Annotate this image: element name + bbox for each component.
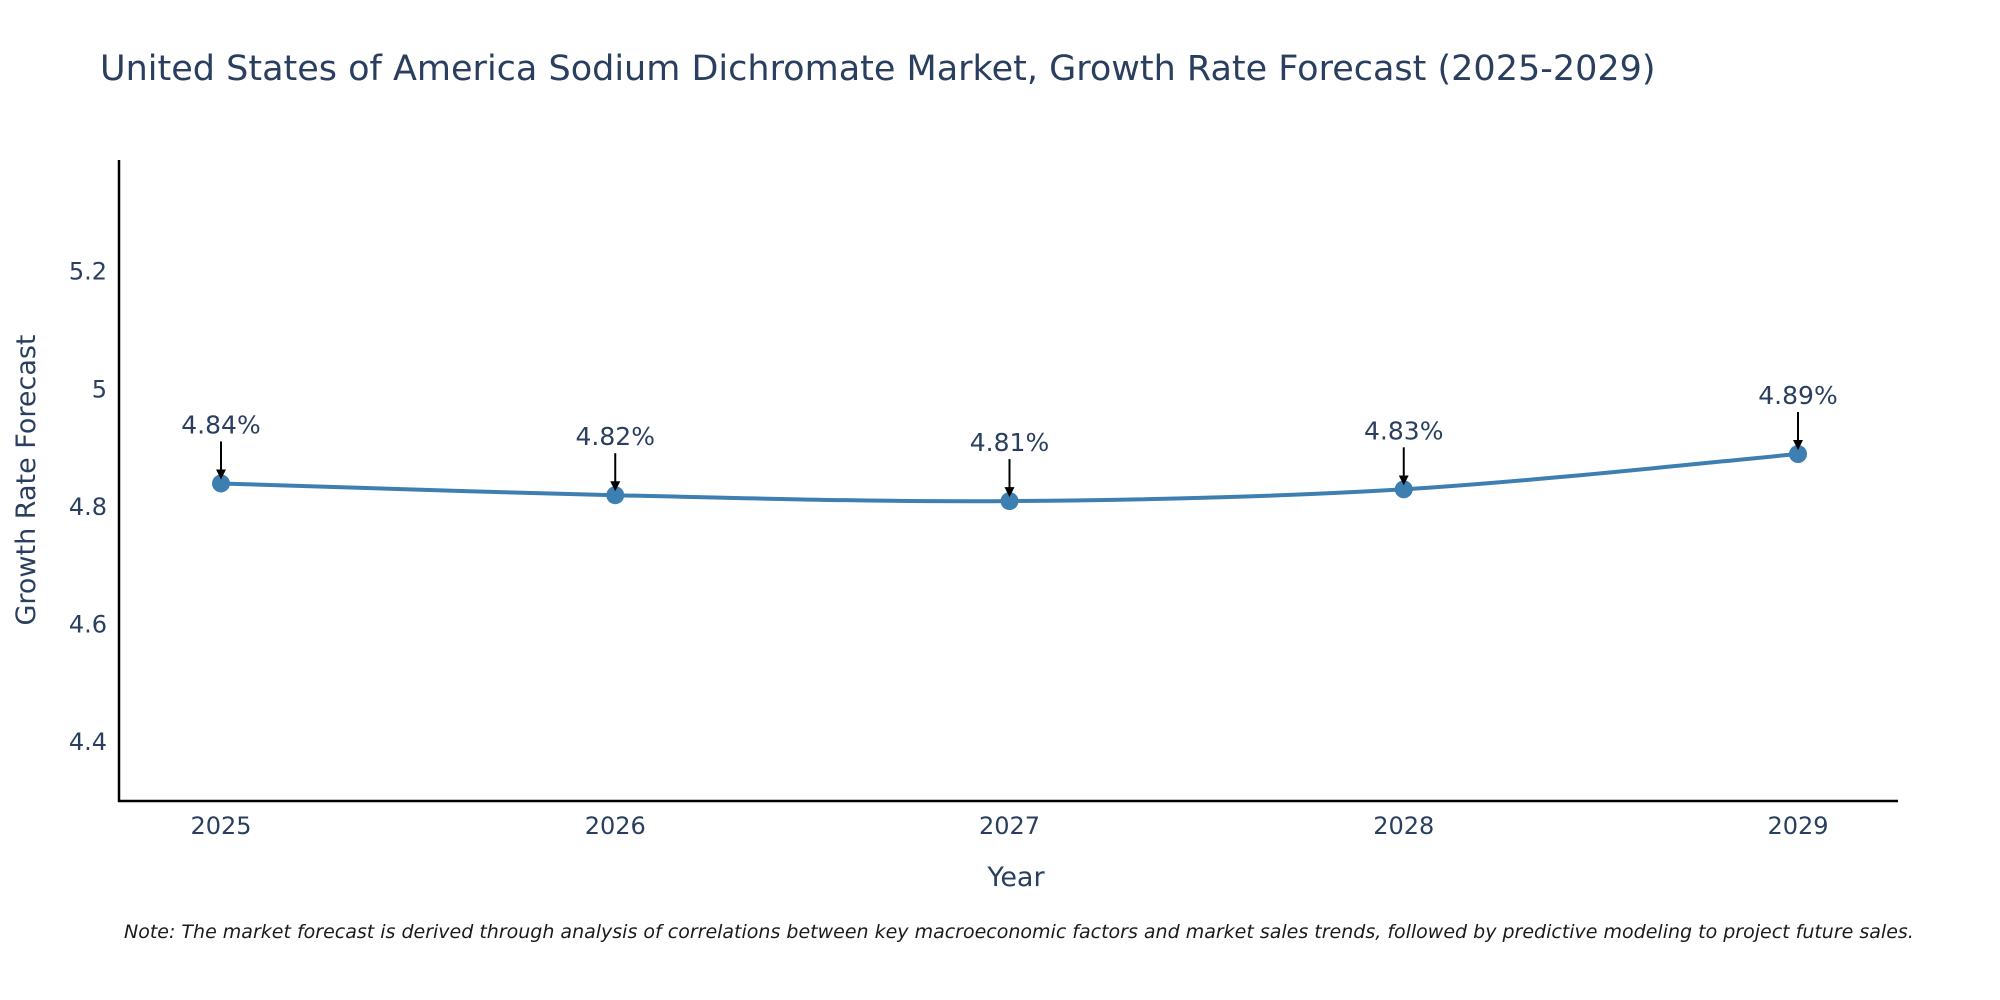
data-label: 4.89% (1758, 381, 1837, 410)
y-tick-label: 4.6 (69, 611, 107, 639)
x-axis-title: Year (986, 862, 1045, 893)
data-point (1394, 480, 1413, 499)
data-point (1000, 492, 1019, 511)
data-point (212, 474, 230, 493)
x-tick-label: 2029 (1767, 812, 1828, 840)
data-point (606, 486, 625, 505)
y-tick-label: 4.4 (69, 728, 107, 756)
x-tick-label: 2027 (979, 812, 1040, 840)
plot-area: 4.4 4.6 4.8 5 5.2 2025 2026 2027 2028 2029 4.84% 4.… (69, 160, 1898, 840)
data-label: 4.81% (970, 428, 1049, 457)
x-tick-label: 2025 (190, 812, 251, 840)
data-label: 4.84% (181, 410, 260, 439)
y-tick-label: 4.8 (69, 493, 107, 521)
x-tick-label: 2026 (585, 812, 646, 840)
data-point (1789, 445, 1807, 464)
chart-title: United States of America Sodium Dichroma… (100, 49, 1656, 89)
data-label: 4.82% (576, 422, 655, 451)
y-tick-label: 5 (92, 375, 107, 403)
y-tick-label: 5.2 (69, 258, 107, 286)
data-label: 4.83% (1364, 416, 1443, 445)
footnote: Note: The market forecast is derived thr… (124, 921, 1914, 943)
y-axis-title: Growth Rate Forecast (11, 334, 42, 625)
x-tick-label: 2028 (1373, 812, 1434, 840)
